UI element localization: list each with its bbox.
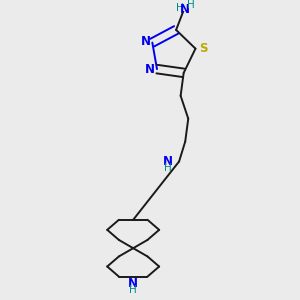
Text: H: H	[129, 285, 137, 295]
Text: H: H	[164, 163, 171, 173]
Text: N: N	[141, 35, 151, 49]
Text: N: N	[163, 155, 172, 168]
Text: N: N	[128, 277, 138, 290]
Text: N: N	[145, 63, 155, 76]
Text: S: S	[199, 42, 207, 55]
Text: H: H	[187, 0, 194, 10]
Text: H: H	[176, 3, 184, 13]
Text: N: N	[180, 3, 190, 16]
